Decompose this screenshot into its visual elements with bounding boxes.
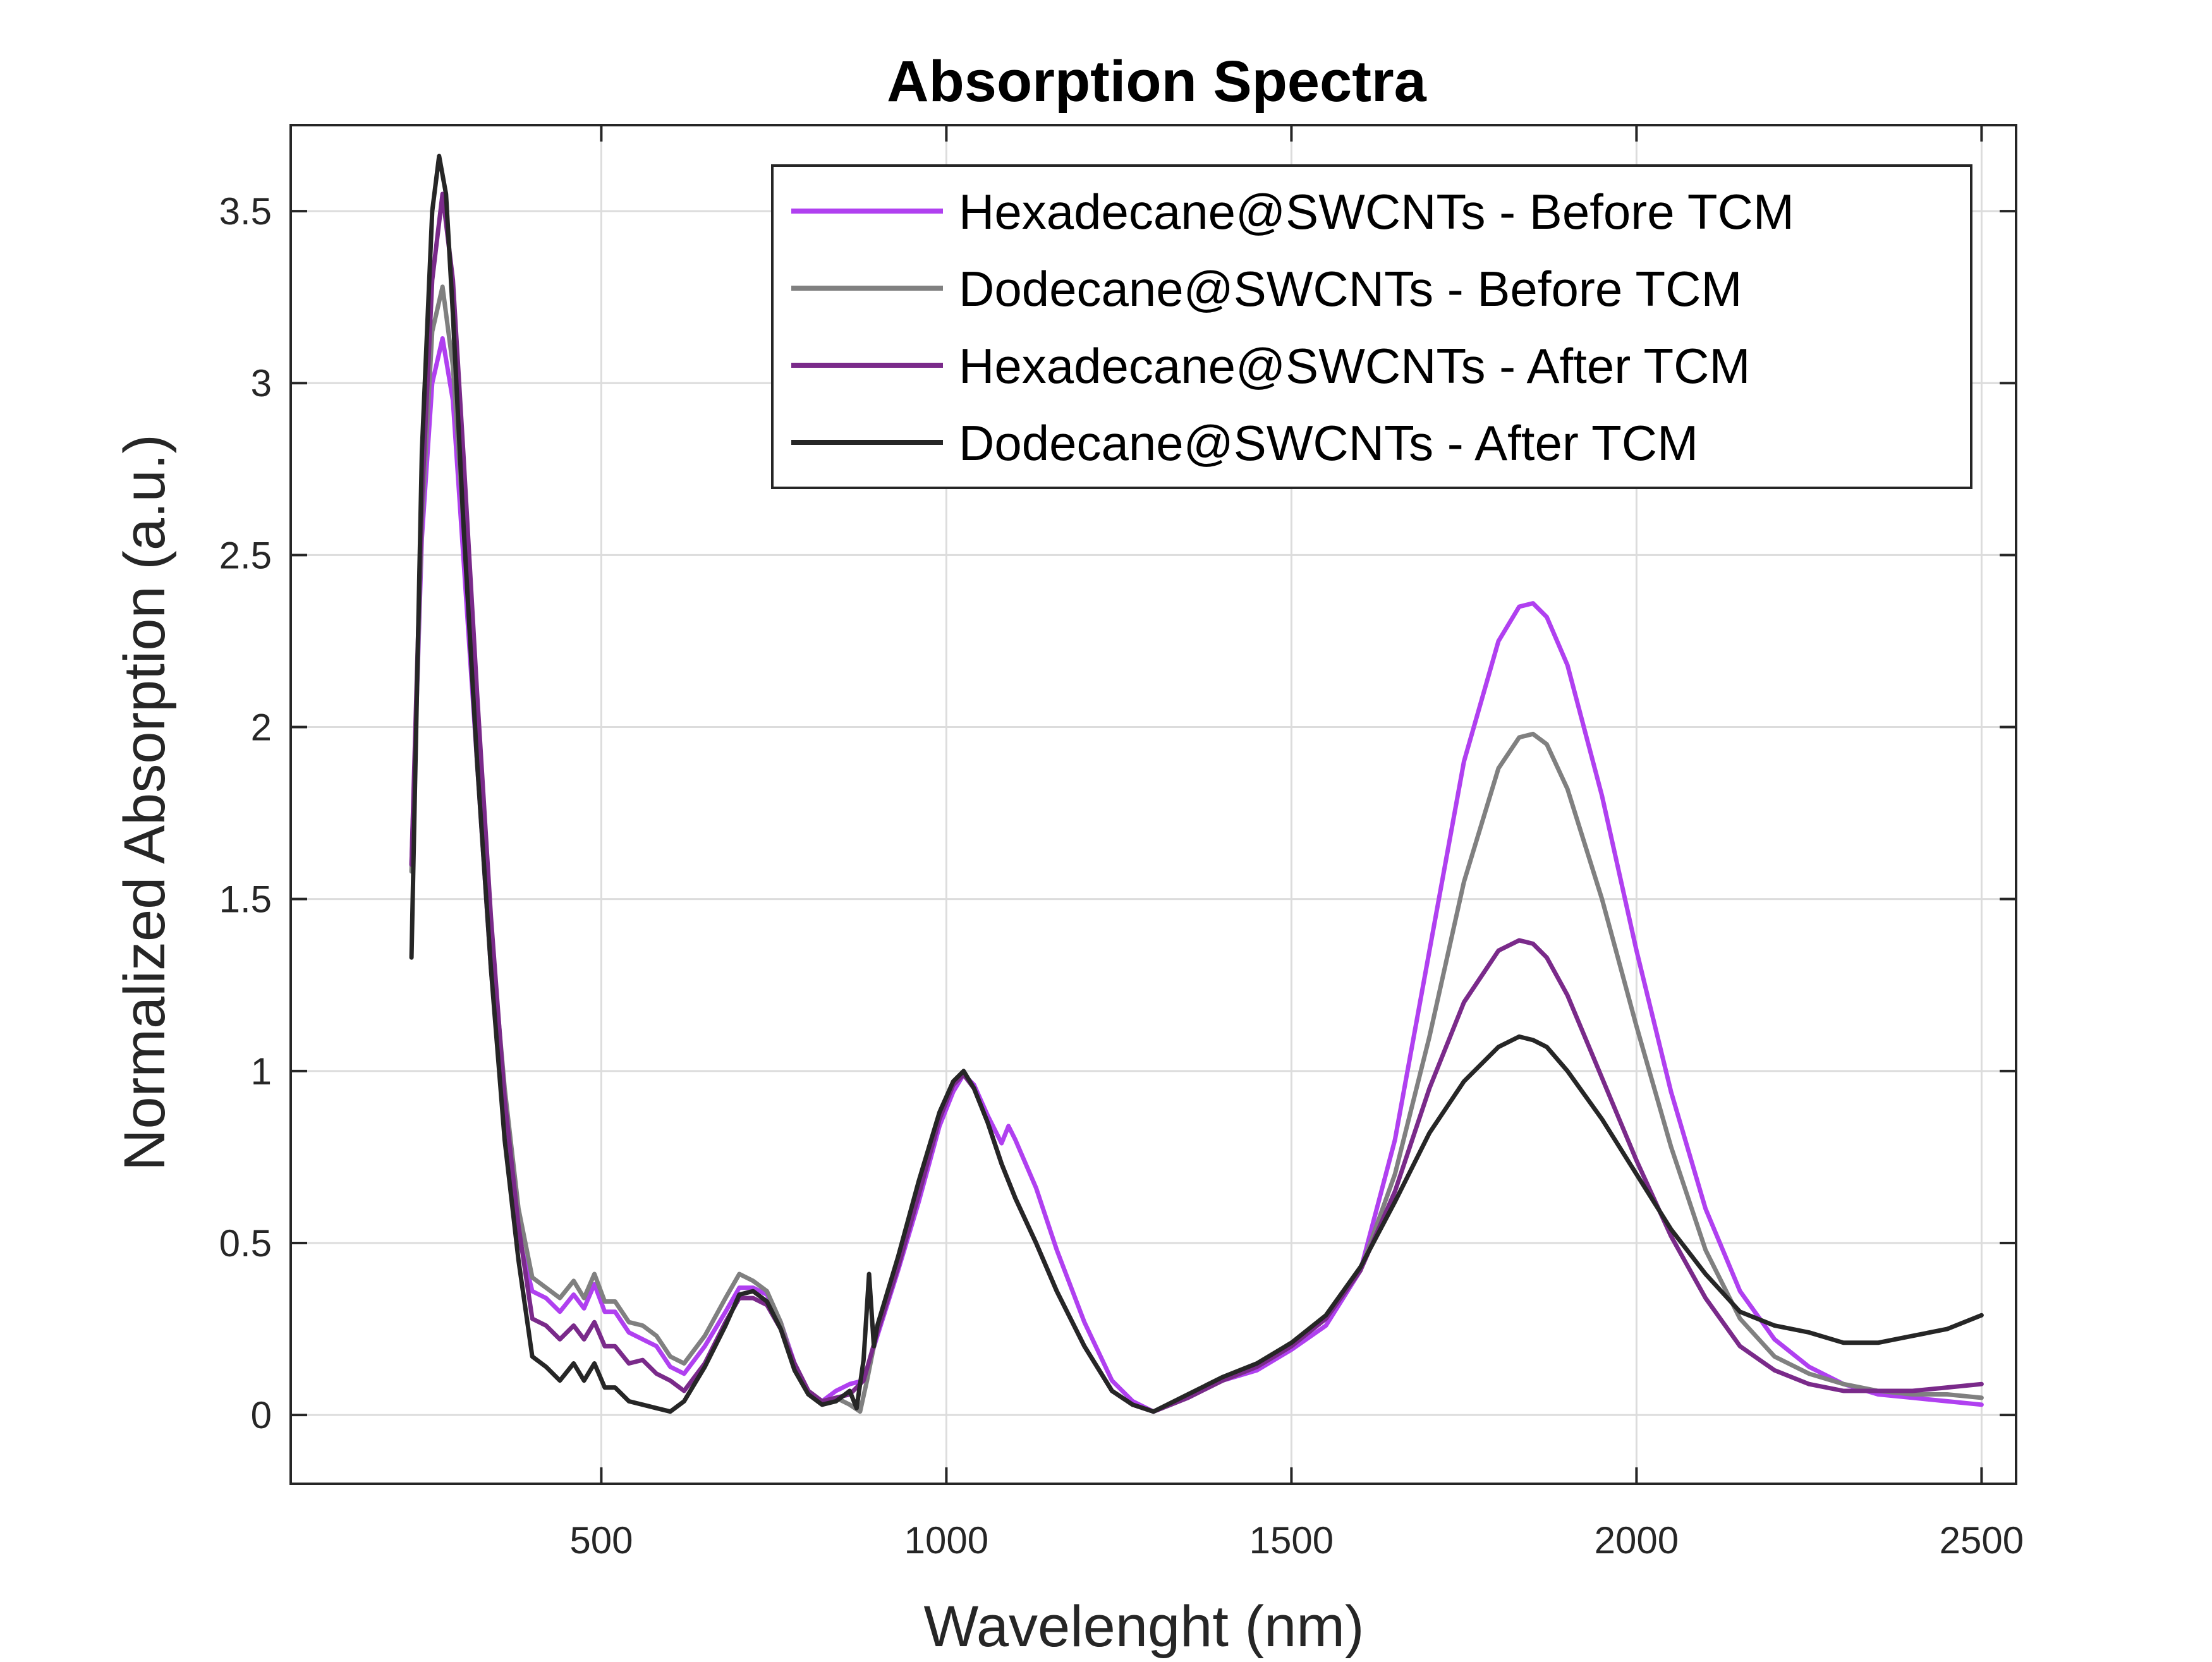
y-tick-label: 2 (251, 707, 272, 749)
x-tick-label: 1000 (904, 1519, 988, 1562)
legend: Hexadecane@SWCNTs - Before TCM Dodecane@S… (771, 164, 1972, 489)
x-tick-label: 1500 (1249, 1519, 1334, 1562)
chart-title: Absorption Spectra (887, 49, 1426, 114)
y-tick-label: 1 (251, 1050, 272, 1093)
series-layer (409, 154, 1984, 1414)
legend-label: Hexadecane@SWCNTs - Before TCM (959, 184, 1794, 240)
series-line-4 (409, 154, 1984, 1414)
legend-box (771, 164, 1972, 489)
y-tick-label: 0 (251, 1394, 272, 1436)
x-tick-label: 2000 (1595, 1519, 1679, 1562)
series-line-1 (409, 336, 1984, 1414)
x-axis-title: Wavelenght (nm) (923, 1594, 1364, 1659)
legend-label: Dodecane@SWCNTs - After TCM (959, 415, 1698, 471)
y-tick-label: 3.5 (219, 190, 272, 233)
y-tick-label: 3 (251, 362, 272, 404)
x-tick-label: 2500 (1940, 1519, 2024, 1562)
y-tick-label: 1.5 (219, 878, 272, 921)
y-tick-label: 2.5 (219, 534, 272, 576)
y-tick-label: 0.5 (219, 1222, 272, 1265)
legend-label: Dodecane@SWCNTs - Before TCM (959, 261, 1742, 317)
legend-label: Hexadecane@SWCNTs - After TCM (959, 338, 1750, 394)
x-tick-label: 500 (569, 1519, 633, 1562)
ticks: 500 1000 1500 2000 2500 0 0.5 1 1.5 2 2.5 3 3.5 (219, 125, 2024, 1562)
plot-frame (289, 124, 2017, 1485)
y-axis-title: Normalized Absorption (a.u.) (112, 434, 177, 1171)
